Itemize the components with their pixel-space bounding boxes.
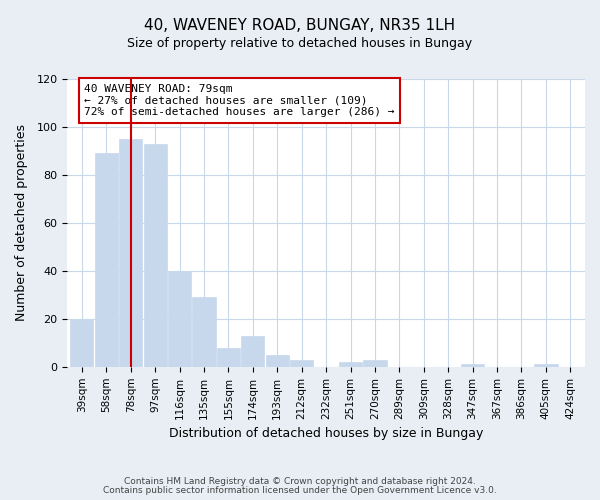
Bar (70, 319, 94, 367)
Bar (339, 362, 362, 367)
X-axis label: Distribution of detached houses by size in Bungay: Distribution of detached houses by size … (169, 427, 483, 440)
Text: 40 WAVENEY ROAD: 79sqm
← 27% of detached houses are smaller (109)
72% of semi-de: 40 WAVENEY ROAD: 79sqm ← 27% of detached… (84, 84, 395, 117)
Text: Contains HM Land Registry data © Crown copyright and database right 2024.: Contains HM Land Registry data © Crown c… (124, 477, 476, 486)
Bar (290, 360, 313, 367)
Bar (119, 139, 142, 367)
Bar (266, 355, 289, 367)
Bar (364, 360, 386, 367)
Bar (143, 144, 167, 367)
Bar (168, 271, 191, 367)
Bar (217, 348, 240, 367)
Text: Size of property relative to detached houses in Bungay: Size of property relative to detached ho… (127, 38, 473, 51)
Bar (95, 154, 118, 367)
Y-axis label: Number of detached properties: Number of detached properties (15, 124, 28, 322)
Bar (535, 364, 557, 367)
Bar (193, 298, 215, 367)
Bar (241, 336, 265, 367)
Text: 40, WAVENEY ROAD, BUNGAY, NR35 1LH: 40, WAVENEY ROAD, BUNGAY, NR35 1LH (145, 18, 455, 32)
Text: Contains public sector information licensed under the Open Government Licence v3: Contains public sector information licen… (103, 486, 497, 495)
Bar (461, 364, 484, 367)
